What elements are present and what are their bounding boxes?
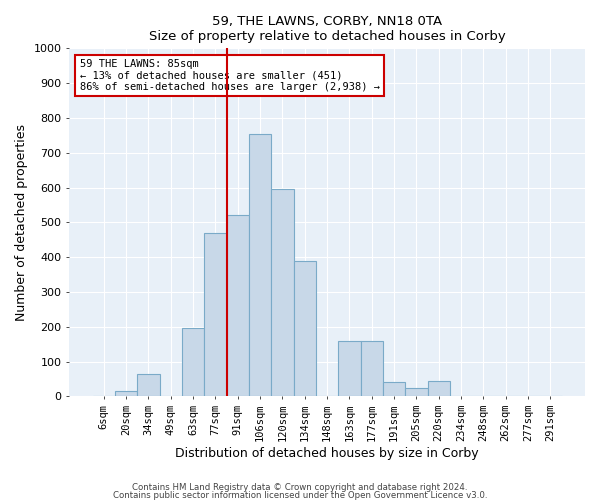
Title: 59, THE LAWNS, CORBY, NN18 0TA
Size of property relative to detached houses in C: 59, THE LAWNS, CORBY, NN18 0TA Size of p…: [149, 15, 505, 43]
Bar: [249, 134, 271, 396]
Bar: [271, 190, 293, 396]
Bar: [383, 382, 405, 396]
Text: Contains public sector information licensed under the Open Government Licence v3: Contains public sector information licen…: [113, 492, 487, 500]
Bar: [361, 340, 383, 396]
Bar: [405, 388, 428, 396]
Text: 59 THE LAWNS: 85sqm
← 13% of detached houses are smaller (451)
86% of semi-detac: 59 THE LAWNS: 85sqm ← 13% of detached ho…: [80, 59, 380, 92]
Bar: [428, 380, 450, 396]
Text: Contains HM Land Registry data © Crown copyright and database right 2024.: Contains HM Land Registry data © Crown c…: [132, 483, 468, 492]
Bar: [227, 216, 249, 396]
Y-axis label: Number of detached properties: Number of detached properties: [15, 124, 28, 321]
Bar: [115, 391, 137, 396]
Bar: [293, 260, 316, 396]
Bar: [338, 340, 361, 396]
Bar: [204, 233, 227, 396]
Bar: [182, 328, 204, 396]
Bar: [137, 374, 160, 396]
X-axis label: Distribution of detached houses by size in Corby: Distribution of detached houses by size …: [175, 447, 479, 460]
